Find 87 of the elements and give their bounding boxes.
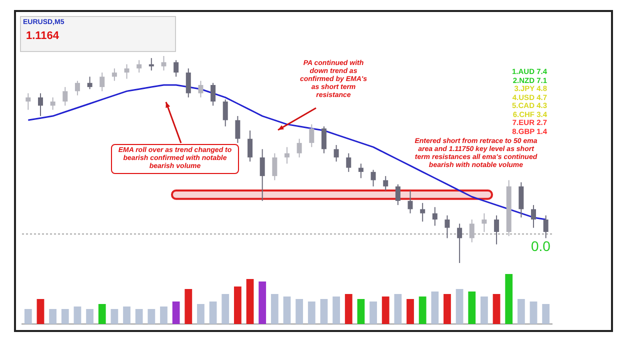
bar xyxy=(492,294,500,324)
candlestick xyxy=(26,92,31,110)
candlestick xyxy=(235,116,240,144)
candlestick xyxy=(248,130,253,162)
candlestick xyxy=(87,76,92,90)
bar xyxy=(86,309,94,324)
bar xyxy=(98,304,106,324)
candlestick xyxy=(210,82,216,106)
candlestick xyxy=(174,60,179,78)
candlestick xyxy=(38,92,43,117)
bar xyxy=(36,299,44,324)
candlestick xyxy=(74,80,80,96)
candlestick xyxy=(62,86,68,106)
candlestick xyxy=(321,126,326,154)
bar xyxy=(370,302,377,324)
bar xyxy=(270,294,278,324)
candlestick xyxy=(272,152,278,181)
bar xyxy=(74,306,82,324)
bar xyxy=(431,292,439,324)
bar xyxy=(61,309,69,324)
bar xyxy=(308,302,316,324)
bar xyxy=(148,309,156,324)
bar xyxy=(24,309,32,324)
candlestick xyxy=(408,190,413,214)
candlestick xyxy=(296,138,302,158)
candlestick xyxy=(222,98,228,127)
bar xyxy=(505,274,513,324)
candlestick xyxy=(469,219,474,243)
candlestick xyxy=(531,204,536,228)
bar xyxy=(258,282,266,324)
bar xyxy=(517,299,525,324)
candlestick xyxy=(518,182,524,218)
bar xyxy=(49,309,57,324)
candlestick xyxy=(370,169,376,187)
candlestick xyxy=(124,64,130,80)
bar xyxy=(296,299,304,324)
bar xyxy=(123,306,130,324)
bar xyxy=(234,286,242,324)
bar xyxy=(110,309,118,324)
bar xyxy=(222,294,230,324)
candlestick xyxy=(260,148,265,202)
bar xyxy=(456,289,464,324)
candlestick xyxy=(346,152,352,172)
candlestick xyxy=(148,58,154,71)
text: 1.1164 xyxy=(26,30,60,42)
candlestick xyxy=(186,68,191,98)
candlestick xyxy=(136,60,142,74)
bar xyxy=(320,299,328,324)
bar xyxy=(197,304,204,324)
bar xyxy=(344,294,352,324)
bar xyxy=(160,306,168,324)
candlestick xyxy=(432,206,438,226)
bar xyxy=(382,296,390,324)
candlestick xyxy=(383,176,388,192)
candlestick xyxy=(284,146,290,164)
candlestick xyxy=(457,223,462,264)
candlestick xyxy=(543,214,548,239)
bar xyxy=(283,296,291,324)
candlestick xyxy=(100,72,105,92)
candlestick xyxy=(358,163,364,179)
candlestick xyxy=(395,184,400,206)
bar xyxy=(246,279,254,324)
candlestick xyxy=(494,214,500,245)
bar xyxy=(480,296,488,324)
bar xyxy=(209,302,217,324)
bar xyxy=(444,294,451,324)
candlestick xyxy=(482,212,487,232)
candlestick xyxy=(309,124,314,148)
candlestick xyxy=(112,68,117,82)
bar xyxy=(418,296,426,324)
bar xyxy=(172,302,180,324)
candlestick xyxy=(334,144,339,162)
candlestick xyxy=(444,214,450,239)
bar xyxy=(135,309,143,324)
candlestick xyxy=(198,80,204,98)
bar xyxy=(332,296,340,324)
bar xyxy=(468,292,476,324)
bar xyxy=(184,289,192,324)
annotation: 0.0 xyxy=(531,238,550,254)
bar xyxy=(542,304,550,324)
bar xyxy=(406,299,414,324)
candlestick xyxy=(420,202,426,222)
bar xyxy=(357,299,365,324)
candlestick xyxy=(161,56,166,71)
bar xyxy=(394,294,402,324)
candlestick xyxy=(50,96,56,110)
bar xyxy=(530,302,538,324)
